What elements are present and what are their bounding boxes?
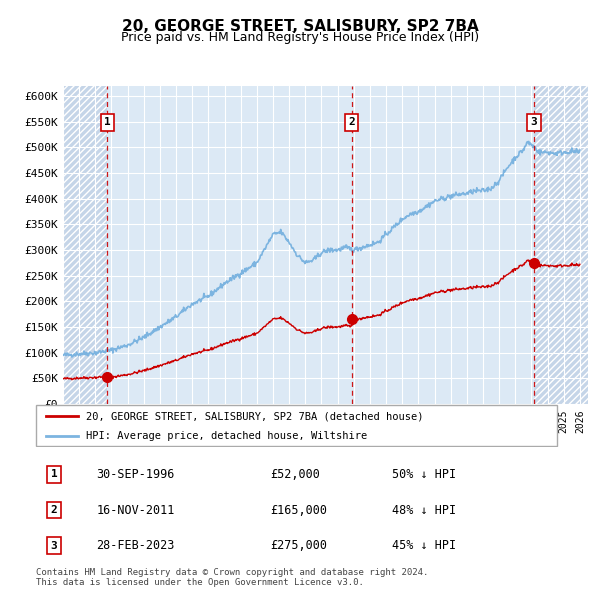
FancyBboxPatch shape [35,405,557,446]
Text: 28-FEB-2023: 28-FEB-2023 [97,539,175,552]
Text: 30-SEP-1996: 30-SEP-1996 [97,468,175,481]
Text: 3: 3 [531,117,538,127]
Text: 50% ↓ HPI: 50% ↓ HPI [392,468,456,481]
Text: 2: 2 [51,505,58,515]
Text: 2: 2 [349,117,355,127]
Text: 20, GEORGE STREET, SALISBURY, SP2 7BA (detached house): 20, GEORGE STREET, SALISBURY, SP2 7BA (d… [86,411,424,421]
Text: £165,000: £165,000 [271,503,328,516]
Text: Contains HM Land Registry data © Crown copyright and database right 2024.
This d: Contains HM Land Registry data © Crown c… [36,568,428,587]
Text: Price paid vs. HM Land Registry's House Price Index (HPI): Price paid vs. HM Land Registry's House … [121,31,479,44]
Text: 48% ↓ HPI: 48% ↓ HPI [392,503,456,516]
Bar [534,86,588,404]
Text: £275,000: £275,000 [271,539,328,552]
Text: 1: 1 [51,470,58,480]
Text: 45% ↓ HPI: 45% ↓ HPI [392,539,456,552]
Text: 1: 1 [104,117,111,127]
Bar [63,86,107,404]
Text: 3: 3 [51,540,58,550]
Text: 20, GEORGE STREET, SALISBURY, SP2 7BA: 20, GEORGE STREET, SALISBURY, SP2 7BA [122,19,478,34]
Text: £52,000: £52,000 [271,468,320,481]
Text: 16-NOV-2011: 16-NOV-2011 [97,503,175,516]
Text: HPI: Average price, detached house, Wiltshire: HPI: Average price, detached house, Wilt… [86,431,367,441]
